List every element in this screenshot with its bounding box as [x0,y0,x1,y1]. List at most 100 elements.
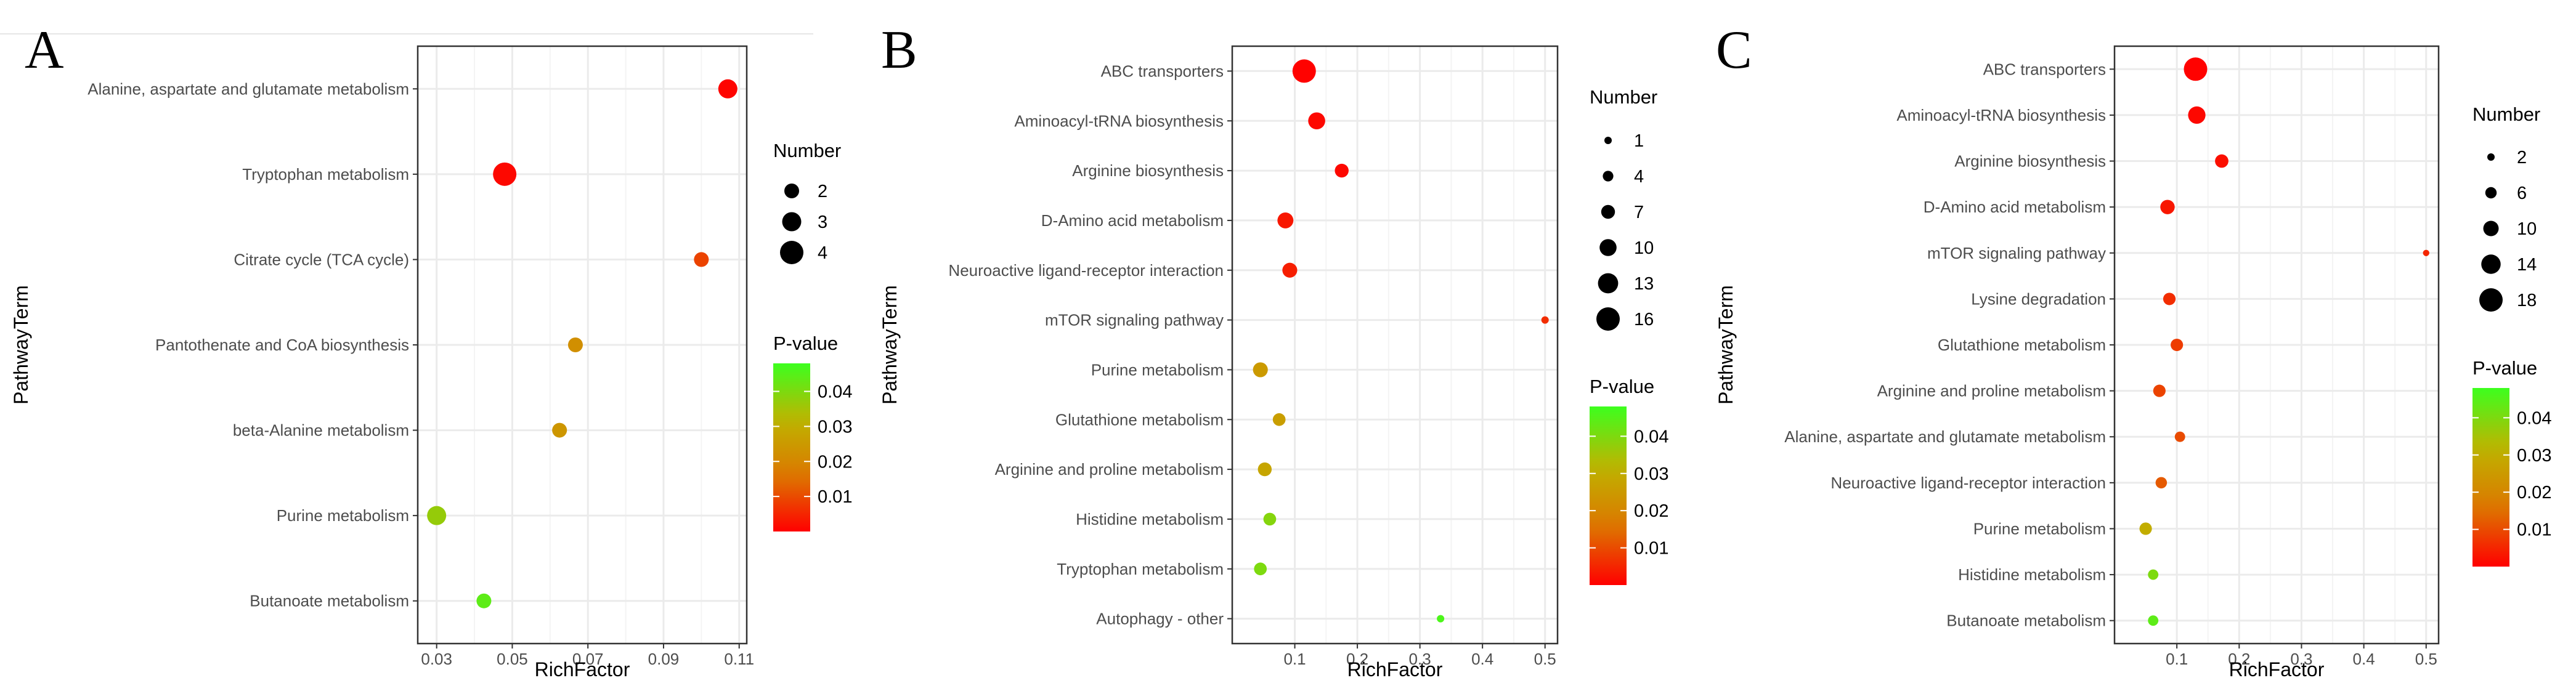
y-axis-title: PathwayTerm [10,285,32,405]
color-legend-label: 0.02 [1634,501,1668,521]
size-legend-label: 2 [2517,148,2527,168]
data-point [552,422,567,438]
y-tick-label: Tryptophan metabolism [242,165,409,184]
y-tick-label: beta-Alanine metabolism [233,421,409,440]
data-point [1263,512,1277,526]
y-axis-title: PathwayTerm [1715,285,1737,405]
data-point [1277,212,1294,228]
y-tick-label: Butanoate metabolism [250,592,409,610]
y-tick-label: Aminoacyl-tRNA biosynthesis [1896,106,2106,124]
color-bar [1590,406,1627,585]
size-legend-label: 10 [2517,219,2537,239]
y-tick-label: Aminoacyl-tRNA biosynthesis [1014,111,1224,130]
size-legend-label: 4 [1634,167,1644,187]
data-point [2171,338,2184,352]
data-point [493,162,517,186]
size-legend-label: 4 [818,243,827,263]
size-legend-label: 1 [1634,131,1644,151]
x-axis-title: RichFactor [1347,658,1443,681]
y-tick-label: Purine metabolism [1973,519,2106,538]
data-point [2184,57,2208,81]
size-legend-title: Number [773,140,841,161]
size-legend-label: 6 [2517,184,2527,203]
data-point [567,337,583,352]
x-tick-label: 0.11 [724,650,754,668]
size-legend-label: 13 [1634,274,1654,294]
size-legend-title: Number [2472,103,2540,125]
x-tick-label: 0.1 [2166,650,2188,668]
color-legend-label: 0.04 [818,382,852,402]
y-tick-label: Tryptophan metabolism [1057,560,1224,578]
color-bar [773,363,810,531]
y-tick-label: Autophagy - other [1096,610,1224,628]
size-legend-label: 2 [818,182,827,201]
data-point [2139,522,2152,535]
data-point [1308,112,1325,130]
data-point [2215,154,2229,168]
y-axis-title: PathwayTerm [879,285,901,405]
y-tick-label: Lysine degradation [1971,289,2106,308]
size-legend-key [1598,273,1619,294]
color-legend-title: P-value [773,333,838,354]
y-tick-label: Arginine biosynthesis [1954,152,2106,171]
x-tick-label: 0.09 [648,650,680,668]
data-point [2188,106,2206,124]
data-point [2153,384,2166,397]
color-legend-label: 0.04 [1634,427,1668,446]
size-legend-key [2483,220,2499,236]
y-tick-label: Neuroactive ligand-receptor interaction [1830,474,2106,492]
y-tick-label: D-Amino acid metabolism [1924,198,2106,216]
data-point [1292,59,1316,83]
data-point [718,79,737,99]
panel-letter: C [1716,20,1752,80]
color-legend-label: 0.03 [1634,464,1668,484]
data-point [1272,413,1286,426]
x-tick-label: 0.5 [1534,650,1556,668]
y-tick-label: Pantothenate and CoA biosynthesis [155,336,409,354]
size-legend-key [2485,187,2497,199]
data-point [1258,462,1272,477]
y-tick-label: Histidine metabolism [1076,510,1224,528]
y-tick-label: ABC transporters [1983,60,2106,78]
size-legend-key [784,184,799,198]
panel-c: C 0.1 0.2 0.3 0.4 0.5 ABC transporters Aminoacy… [1715,20,2551,681]
data-point [476,593,492,608]
color-legend-label: 0.03 [818,417,852,437]
data-point [2155,477,2168,489]
data-point [1282,262,1298,278]
y-tick-label: Alanine, aspartate and glutamate metabol… [87,79,409,98]
x-tick-label: 0.05 [497,650,528,668]
x-tick-label: 0.2 [1346,650,1368,668]
color-legend-label: 0.01 [1634,539,1668,559]
data-point [694,252,709,267]
y-tick-label: mTOR signaling pathway [1045,311,1224,329]
panel-b: B 0.1 0.2 0.3 0.4 0.5 ABC transporters Aminoacy… [879,20,1668,681]
size-legend-key [1599,239,1617,256]
y-tick-label: D-Amino acid metabolism [1041,211,1224,230]
color-legend-label: 0.04 [2517,408,2551,428]
y-tick-label: Arginine and proline metabolism [1877,382,2106,400]
data-point [1253,362,1268,378]
color-legend-label: 0.01 [2517,520,2551,540]
size-legend-key [1604,137,1612,144]
y-tick-label: ABC transporters [1101,62,1224,80]
y-tick-label: Alanine, aspartate and glutamate metabol… [1784,427,2106,446]
data-point [2148,615,2159,626]
color-legend-title: P-value [1590,376,1654,397]
y-tick-label: Purine metabolism [277,506,409,525]
color-legend-title: P-value [2472,357,2537,379]
data-point [2423,249,2429,256]
plot-border [1231,45,1559,645]
size-legend-label: 16 [1634,310,1654,329]
size-legend-label: 14 [2517,255,2537,275]
y-tick-label: Glutathione metabolism [1938,336,2106,354]
data-point [1335,163,1349,178]
y-tick-label: Butanoate metabolism [1946,612,2106,630]
data-point [1437,615,1445,623]
size-legend-title: Number [1590,86,1657,108]
size-legend-key [1603,171,1614,182]
color-bar [2472,388,2509,567]
x-tick-label: 0.4 [2353,650,2375,668]
y-tick-label: Glutathione metabolism [1055,410,1224,429]
data-point [2163,293,2176,305]
